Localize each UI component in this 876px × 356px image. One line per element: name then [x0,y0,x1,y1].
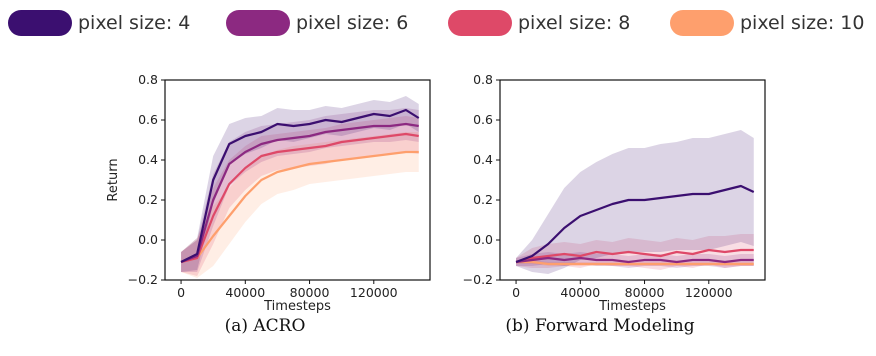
x-tick-label: 80000 [625,285,665,300]
y-tick-label: 0.0 [473,232,493,247]
y-tick-label: 0.8 [138,72,158,87]
chart-forward-modeling: −0.2 0.0 0.2 0.4 0.6 0.8 0 40000 80000 120000 Time… [463,72,766,314]
y-tick-label: −0.2 [463,272,493,287]
y-tick-label: 0.0 [138,232,158,247]
x-axis-label: Timesteps [263,299,331,314]
y-axis-label: Return [106,158,121,201]
legend-item-pixel-size-4: pixel size: 4 [8,9,190,37]
series-band [181,96,419,272]
plot-frame [499,79,766,281]
series-band [181,108,419,272]
legend-item-pixel-size-6: pixel size: 6 [226,9,408,37]
series-band [181,132,419,278]
legend-swatch [448,10,512,36]
legend-swatch [226,10,290,36]
x-tick-label: 120000 [350,285,398,300]
legend-swatch [670,10,734,36]
series-line [515,248,754,264]
x-tick-label: 40000 [225,285,265,300]
x-tick-label: 120000 [685,285,733,300]
x-tick-label: 80000 [290,285,330,300]
y-tick-label: 0.8 [473,72,493,87]
series-line [516,260,754,266]
series-line [180,132,419,264]
series-band [516,130,754,274]
x-tick-label: 0 [512,285,520,300]
series-line [180,108,420,263]
y-tick-label: −0.2 [128,272,158,287]
legend-label: pixel size: 8 [518,12,631,34]
x-tick-label: 40000 [560,285,600,300]
y-tick-label: 0.2 [138,192,158,207]
legend-label: pixel size: 10 [740,12,865,34]
caption-acro: (a) ACRO [224,316,306,336]
legend-item-pixel-size-10: pixel size: 10 [670,9,864,37]
y-tick-label: 0.6 [473,112,493,127]
chart-acro: −0.2 0.0 0.2 0.4 0.6 0.8 0 40000 80000 120000 Time… [106,72,431,314]
y-tick-label: 0.2 [473,192,493,207]
legend: pixel size: 4 pixel size: 6 pixel size: … [0,0,876,46]
series-line [515,256,754,264]
y-tick-label: 0.4 [138,152,158,167]
y-tick-label: 0.4 [473,152,493,167]
x-tick-label: 0 [177,285,185,300]
plot-frame [164,79,431,281]
x-axis-label: Timesteps [598,299,666,314]
legend-label: pixel size: 4 [78,12,191,34]
series-line [180,122,419,264]
caption-forward-modeling: (b) Forward Modeling [505,316,695,336]
series-line [180,150,419,264]
series-line [515,184,755,264]
legend-item-pixel-size-8: pixel size: 8 [448,9,630,37]
legend-swatch [8,10,72,36]
legend-label: pixel size: 6 [296,12,409,34]
y-tick-label: 0.6 [138,112,158,127]
